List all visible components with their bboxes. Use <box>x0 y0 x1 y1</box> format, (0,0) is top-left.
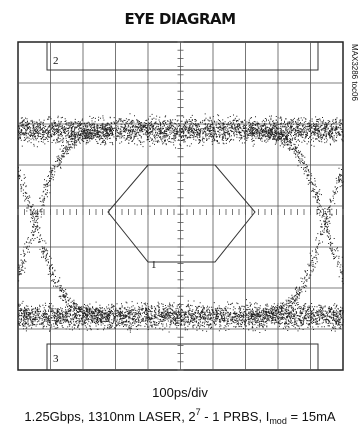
caption-main: 1.25Gbps, 1310nm LASER, 2 <box>24 409 195 424</box>
caption-exponent: 7 <box>196 407 201 417</box>
marker-label: 2 <box>53 55 59 67</box>
x-scale-label: 100ps/div <box>152 385 208 400</box>
marker-frame <box>46 42 319 370</box>
caption-subscript: mod <box>269 416 287 426</box>
side-note: MAX3286 toc06 <box>350 44 359 101</box>
eye-mask <box>107 164 256 263</box>
caption-middle: - 1 PRBS, I <box>201 409 270 424</box>
caption-end: = 15mA <box>287 409 336 424</box>
eye-trace <box>18 113 344 333</box>
title: EYE DIAGRAM <box>124 10 235 28</box>
caption: 1.25Gbps, 1310nm LASER, 27 - 1 PRBS, Imo… <box>24 407 336 426</box>
marker-label: 1 <box>151 259 157 271</box>
marker-label: 3 <box>53 353 59 365</box>
